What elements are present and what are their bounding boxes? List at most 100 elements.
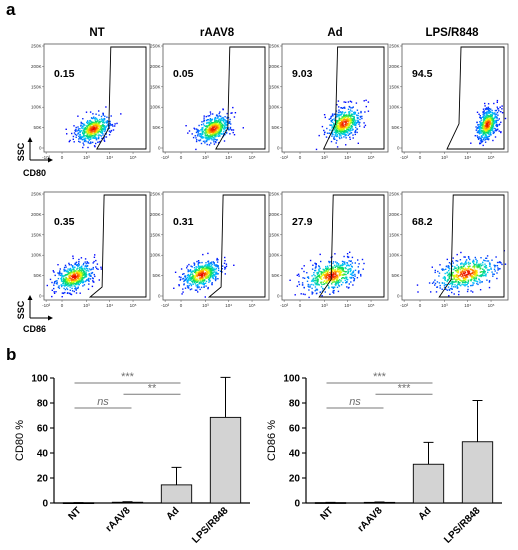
density-point [498,130,500,132]
density-point [344,123,347,126]
condition-label-lps-r848: LPS/R848 [425,27,479,39]
density-point [78,261,80,263]
density-point [75,292,78,294]
density-point [463,256,465,258]
density-point [477,266,479,269]
density-point [83,262,85,265]
density-point [57,277,60,280]
density-point [62,275,64,277]
y-tick-label: 100 [283,374,300,385]
density-point [88,128,91,131]
density-point [100,266,102,268]
density-point [493,273,495,275]
density-point [218,126,220,128]
density-point [331,135,333,137]
x-tick-label: 10³ [83,303,90,308]
density-point [307,276,310,278]
density-point [200,286,203,289]
density-point [58,287,61,289]
density-point [82,129,84,131]
density-point [200,282,202,285]
density-point [204,140,206,142]
density-point [53,292,56,294]
density-point [336,281,338,283]
density-point [464,274,466,276]
density-point [80,271,83,273]
density-point [333,122,335,125]
density-point [349,128,351,130]
density-point [69,276,71,279]
density-point [210,269,212,271]
ssc-tick-label: 250K [31,44,42,49]
density-point [92,125,94,127]
density-point [196,272,198,274]
density-points [46,254,102,298]
density-point [211,126,213,128]
density-point [88,270,90,272]
density-point [223,123,226,125]
density-point [473,282,475,284]
density-point [357,271,360,273]
density-point [220,115,222,118]
density-point [49,278,52,281]
density-point [484,122,487,124]
density-point [84,275,86,277]
density-point [341,277,344,279]
density-point [472,276,474,278]
density-point [311,287,313,290]
density-point [221,123,224,126]
density-point [329,264,331,267]
density-point [498,268,500,270]
density-point [334,272,337,274]
density-point [198,273,200,276]
density-point [327,284,329,287]
density-point [106,120,108,122]
density-point [220,124,223,127]
density-point [354,275,356,277]
density-point [349,111,351,113]
density-point [350,129,352,131]
density-point [82,285,84,287]
density-point [221,133,223,135]
density-point [199,288,201,291]
density-point [60,284,63,286]
density-point [341,260,344,263]
density-point [351,262,354,264]
gate-polygon [322,46,385,150]
density-point [205,277,208,279]
density-point [318,275,320,277]
density-point [192,279,195,282]
density-point [212,261,214,263]
density-point [75,288,77,290]
density-point [328,269,330,271]
density-point [223,128,225,130]
density-point [465,263,467,266]
density-point [309,284,311,286]
density-point [499,106,501,108]
density-point [218,118,220,121]
density-point [309,286,311,288]
gate-percentage: 94.5 [412,68,433,80]
density-point [194,283,197,285]
density-point [340,124,342,126]
density-point [491,119,493,122]
density-point [221,268,223,270]
density-point [450,280,452,282]
density-point [479,122,482,125]
ssc-tick-label: 100K [389,253,400,258]
density-point [197,130,199,133]
density-point [86,135,88,138]
density-point [331,273,333,276]
density-point [222,121,225,123]
density-point [342,128,344,130]
density-point [70,279,72,281]
x-tick-label: 10³ [441,155,448,160]
density-point [67,292,69,294]
density-point [174,271,177,273]
density-point [448,268,451,270]
density-point [210,138,212,140]
density-point [215,129,217,132]
density-point [202,133,204,135]
density-point [214,134,217,137]
